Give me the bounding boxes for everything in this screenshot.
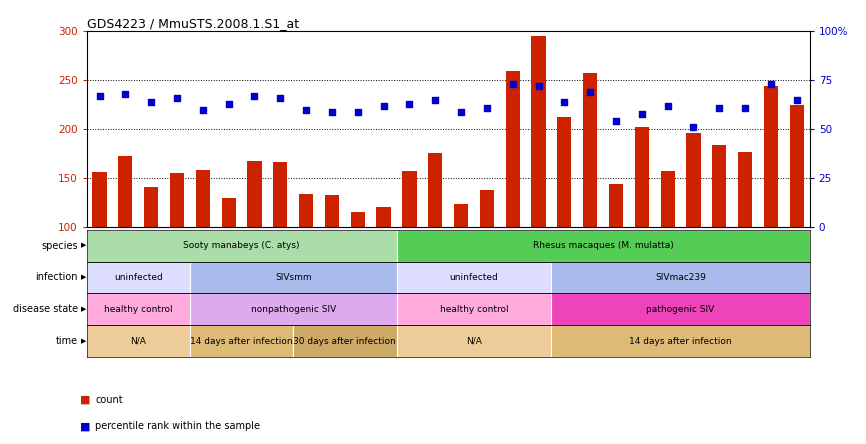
Bar [635, 127, 649, 227]
Bar [397, 325, 552, 357]
Bar [222, 198, 236, 227]
Text: healthy control: healthy control [104, 305, 172, 314]
Text: ▶: ▶ [81, 306, 87, 313]
Bar [87, 293, 190, 325]
Text: uninfected: uninfected [113, 273, 163, 282]
Point [119, 90, 132, 97]
Text: ▶: ▶ [81, 338, 87, 345]
Point [584, 88, 598, 95]
Text: percentile rank within the sample: percentile rank within the sample [95, 421, 261, 431]
Bar [557, 117, 572, 227]
Bar [397, 230, 810, 262]
Bar [583, 73, 598, 227]
Point [609, 118, 623, 125]
Point [558, 98, 572, 105]
Point [170, 94, 184, 101]
Bar [454, 204, 469, 227]
Bar [764, 86, 778, 227]
Bar [248, 161, 262, 227]
Text: time: time [55, 337, 78, 346]
Point [145, 98, 158, 105]
Bar [712, 145, 727, 227]
Point [403, 100, 417, 107]
Bar [190, 262, 397, 293]
Bar [480, 190, 494, 227]
Bar [190, 325, 294, 357]
Bar [661, 171, 675, 227]
Bar [299, 194, 313, 227]
Point [532, 83, 546, 90]
Text: N/A: N/A [130, 337, 146, 346]
Point [429, 96, 443, 103]
Bar [532, 36, 546, 227]
Bar [790, 105, 804, 227]
Point [480, 104, 494, 111]
Text: pathogenic SIV: pathogenic SIV [646, 305, 714, 314]
Bar [196, 170, 210, 227]
Bar [552, 262, 810, 293]
Point [248, 92, 262, 99]
Bar [609, 184, 624, 227]
Text: ■: ■ [80, 395, 90, 404]
Point [274, 94, 288, 101]
Text: nonpathogenic SIV: nonpathogenic SIV [250, 305, 336, 314]
Text: GDS4223 / MmuSTS.2008.1.S1_at: GDS4223 / MmuSTS.2008.1.S1_at [87, 17, 299, 30]
Bar [397, 293, 552, 325]
Text: SIVsmm: SIVsmm [275, 273, 312, 282]
Point [790, 96, 804, 103]
Text: SIVmac239: SIVmac239 [656, 273, 706, 282]
Bar [325, 195, 339, 227]
Text: Sooty manabeys (C. atys): Sooty manabeys (C. atys) [184, 241, 300, 250]
Text: healthy control: healthy control [440, 305, 508, 314]
Point [764, 80, 778, 87]
Bar [87, 262, 190, 293]
Text: 30 days after infection: 30 days after infection [294, 337, 397, 346]
Point [738, 104, 752, 111]
Text: ■: ■ [80, 421, 90, 431]
Text: species: species [42, 241, 78, 250]
Point [377, 102, 391, 109]
Bar [144, 187, 158, 227]
Bar [294, 325, 397, 357]
Bar [738, 152, 753, 227]
Point [687, 124, 701, 131]
Bar [428, 153, 443, 227]
Text: ▶: ▶ [81, 242, 87, 249]
Bar [403, 171, 417, 227]
Text: 14 days after infection: 14 days after infection [630, 337, 732, 346]
Text: ▶: ▶ [81, 274, 87, 281]
Point [196, 106, 210, 113]
Point [93, 92, 107, 99]
Text: count: count [95, 395, 123, 404]
Bar [506, 71, 520, 227]
Text: uninfected: uninfected [449, 273, 498, 282]
Bar [377, 207, 391, 227]
Point [661, 102, 675, 109]
Text: N/A: N/A [466, 337, 481, 346]
Point [222, 100, 236, 107]
Bar [552, 293, 810, 325]
Text: disease state: disease state [13, 305, 78, 314]
Bar [687, 133, 701, 227]
Bar [87, 230, 397, 262]
Bar [87, 325, 190, 357]
Point [351, 108, 365, 115]
Bar [190, 293, 397, 325]
Point [635, 110, 649, 117]
Bar [93, 172, 107, 227]
Point [325, 108, 339, 115]
Text: Rhesus macaques (M. mulatta): Rhesus macaques (M. mulatta) [533, 241, 674, 250]
Point [299, 106, 313, 113]
Bar [351, 212, 365, 227]
Bar [170, 173, 184, 227]
Bar [552, 325, 810, 357]
Point [454, 108, 468, 115]
Bar [119, 156, 132, 227]
Text: infection: infection [36, 273, 78, 282]
Bar [397, 262, 552, 293]
Point [713, 104, 727, 111]
Text: 14 days after infection: 14 days after infection [191, 337, 293, 346]
Point [506, 80, 520, 87]
Bar [273, 162, 288, 227]
